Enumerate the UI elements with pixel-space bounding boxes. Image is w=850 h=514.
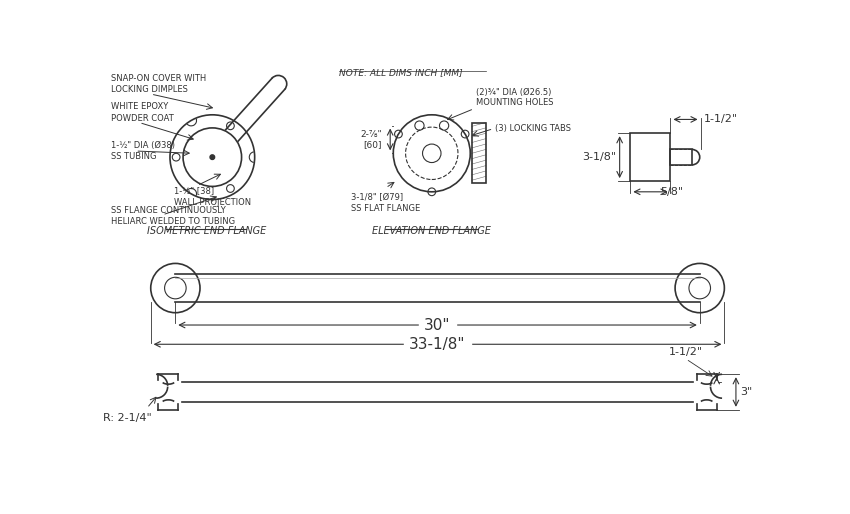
Text: (3) LOCKING TABS: (3) LOCKING TABS [495, 124, 571, 133]
Text: SNAP-ON COVER WITH
LOCKING DIMPLES: SNAP-ON COVER WITH LOCKING DIMPLES [110, 74, 206, 94]
Text: R: 2-1/4": R: 2-1/4" [103, 413, 152, 423]
Text: ISOMETRIC END FLANGE: ISOMETRIC END FLANGE [146, 227, 266, 236]
Text: 1-1/2": 1-1/2" [669, 347, 703, 357]
Text: WHITE EPOXY
POWDER COAT: WHITE EPOXY POWDER COAT [110, 102, 173, 122]
Text: 3": 3" [740, 387, 753, 397]
Bar [472, 123, 485, 183]
Text: 33-1/8": 33-1/8" [410, 337, 466, 352]
Circle shape [210, 155, 215, 159]
Text: 3-1/8" [Ø79]
SS FLAT FLANGE: 3-1/8" [Ø79] SS FLAT FLANGE [351, 193, 420, 213]
Text: 3-1/8": 3-1/8" [582, 152, 616, 162]
Text: ELEVATION END FLANGE: ELEVATION END FLANGE [372, 227, 491, 236]
Text: 2-⅞"
[60]: 2-⅞" [60] [360, 130, 382, 149]
Text: 30": 30" [424, 318, 450, 333]
Text: 1-½" [38]
WALL PROJECTION: 1-½" [38] WALL PROJECTION [173, 187, 251, 207]
Text: (2)¾" DIA (Ø26.5)
MOUNTING HOLES: (2)¾" DIA (Ø26.5) MOUNTING HOLES [476, 88, 553, 107]
Text: NOTE: ALL DIMS INCH [MM]: NOTE: ALL DIMS INCH [MM] [339, 68, 463, 78]
Bar [631, 133, 671, 181]
Text: 5/8": 5/8" [660, 187, 683, 197]
Text: 1-1/2": 1-1/2" [704, 115, 738, 124]
Text: 1-½" DIA (Ø38)
SS TUBING: 1-½" DIA (Ø38) SS TUBING [110, 141, 175, 161]
Text: SS FLANGE CONTINUOUSLY
HELIARC WELDED TO TUBING: SS FLANGE CONTINUOUSLY HELIARC WELDED TO… [110, 206, 235, 226]
Bar [671, 150, 692, 165]
